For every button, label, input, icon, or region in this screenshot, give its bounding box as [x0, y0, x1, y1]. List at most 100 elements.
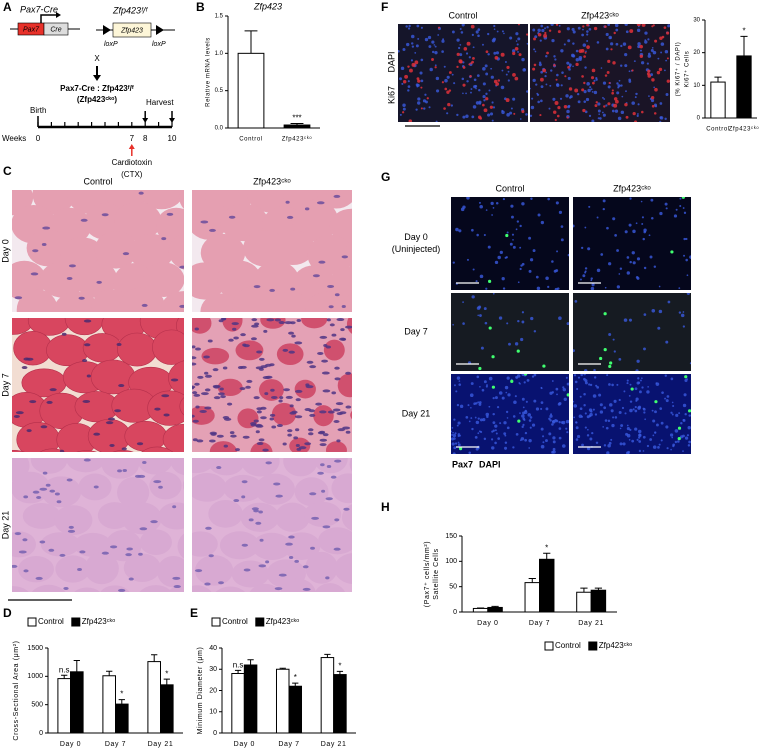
nucleus	[107, 417, 115, 421]
nucleus	[425, 100, 428, 104]
nucleus	[652, 419, 656, 423]
nucleus	[565, 419, 569, 424]
nucleus	[336, 439, 341, 443]
nucleus	[683, 237, 686, 241]
nucleus	[483, 233, 486, 237]
nucleus	[565, 94, 569, 98]
ki67-cell	[575, 62, 579, 67]
nucleus	[672, 444, 675, 448]
nucleus	[551, 380, 554, 382]
nucleus	[589, 86, 592, 89]
nucleus	[634, 387, 638, 391]
ki67-cell	[583, 81, 586, 85]
nucleus	[514, 395, 517, 398]
nucleus	[606, 226, 609, 230]
nucleus	[664, 49, 669, 54]
nucleus	[506, 231, 509, 234]
fiber	[39, 448, 66, 452]
nucleus	[245, 385, 251, 389]
nucleus	[666, 447, 669, 450]
nucleus	[651, 409, 654, 412]
nucleus	[618, 411, 622, 415]
nucleus	[516, 43, 519, 46]
nucleus	[575, 421, 578, 424]
nucleus	[402, 48, 406, 52]
error-bar	[118, 699, 125, 705]
nucleus	[196, 439, 204, 443]
nucleus	[626, 451, 630, 454]
nucleus	[495, 202, 499, 205]
nucleus	[687, 426, 691, 430]
bar	[736, 55, 752, 119]
nucleus	[587, 247, 591, 251]
nucleus	[537, 100, 540, 104]
nucleus	[659, 211, 663, 216]
error-bar	[106, 670, 113, 676]
nucleus	[647, 54, 652, 58]
nucleus	[584, 267, 588, 270]
nucleus	[497, 255, 501, 260]
ki67-cell	[639, 44, 643, 49]
panel-label: D	[3, 606, 12, 620]
nucleus	[485, 385, 488, 388]
nucleus	[232, 327, 237, 331]
nucleus	[223, 444, 229, 448]
ki67-cell	[557, 30, 561, 34]
nucleus	[517, 37, 521, 41]
nucleus	[601, 111, 604, 114]
fiber	[129, 233, 174, 270]
nucleus	[446, 112, 449, 115]
nucleus	[41, 242, 47, 246]
nucleus	[49, 388, 57, 392]
nucleus	[553, 55, 556, 58]
nucleus	[545, 276, 549, 281]
nucleus	[493, 28, 496, 30]
nucleus	[674, 440, 678, 444]
nucleus	[507, 393, 511, 397]
nucleus	[15, 411, 24, 415]
nucleus	[200, 220, 209, 224]
ki67-cell	[554, 101, 559, 106]
nucleus	[420, 79, 424, 83]
nucleus	[433, 44, 436, 46]
fiber	[82, 333, 122, 363]
nucleus	[218, 319, 224, 323]
nucleus	[321, 359, 328, 363]
pax7-cell	[681, 197, 685, 199]
nucleus	[567, 105, 570, 109]
error-bar	[714, 76, 722, 83]
nucleus	[619, 427, 622, 430]
nucleus	[287, 429, 293, 433]
ki67-cell	[521, 109, 525, 114]
nucleus	[428, 45, 432, 48]
nucleus	[531, 97, 534, 100]
nucleus	[548, 107, 551, 110]
ki67-cell	[544, 31, 547, 35]
nucleus	[319, 410, 327, 414]
fiber	[117, 477, 150, 509]
nucleus	[323, 344, 328, 348]
nucleus	[327, 284, 335, 288]
y-axis-label: Minimum Diameter (μm)	[197, 647, 204, 735]
nucleus	[575, 49, 579, 53]
image-background	[573, 197, 691, 290]
nucleus	[602, 96, 604, 99]
nucleus	[325, 497, 333, 501]
nucleus	[558, 316, 562, 320]
nucleus	[507, 70, 510, 73]
nucleus	[555, 201, 559, 205]
nucleus	[465, 114, 469, 118]
nucleus	[411, 45, 415, 48]
nucleus	[470, 382, 474, 386]
nucleus	[600, 67, 603, 69]
ki67-cell	[414, 60, 419, 65]
nucleus	[682, 403, 687, 408]
nucleus	[636, 359, 640, 363]
nucleus	[453, 82, 456, 85]
nucleus	[613, 399, 617, 403]
nucleus	[626, 424, 629, 427]
nucleus	[467, 404, 470, 407]
nucleus	[294, 559, 299, 563]
nucleus	[150, 520, 158, 524]
pax7-cell	[488, 279, 492, 284]
